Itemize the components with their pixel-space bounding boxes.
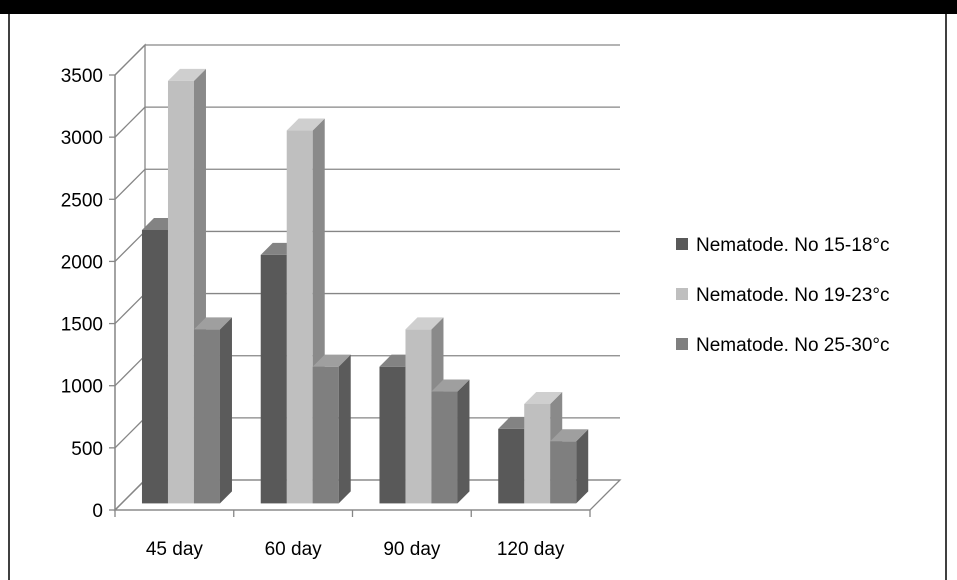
legend-swatch [676, 288, 688, 300]
bars [141, 68, 589, 504]
y-tick-label: 3000 [61, 128, 103, 149]
bar-front [405, 329, 432, 504]
top-border-bar [0, 0, 957, 14]
bar-front [312, 366, 339, 504]
x-axis-ticks: 45 day 60 day 90 day 120 day [146, 539, 565, 560]
bar-top [193, 317, 232, 330]
x-tick-label: 90 day [383, 539, 441, 560]
gridline-diagonal [114, 293, 146, 325]
bar-top [405, 317, 444, 330]
y-tick-label: 1500 [61, 315, 103, 336]
legend-label: Nematode. No 25-30°c [696, 335, 889, 356]
bar-top [167, 68, 206, 81]
y-axis-ticks: 0 500 1000 1500 2000 2500 3000 3500 [61, 66, 103, 522]
bar-top [286, 118, 325, 131]
axes [109, 74, 591, 517]
bar-front [286, 130, 313, 504]
gridline-diagonal [114, 230, 146, 262]
legend-swatch [676, 238, 688, 250]
bar-front [524, 403, 551, 504]
bar-front [550, 441, 577, 504]
legend-label: Nematode. No 19-23°c [696, 285, 889, 306]
bar-top [431, 379, 470, 392]
legend-label: Nematode. No 15-18°c [696, 235, 889, 256]
legend: Nematode. No 15-18°c Nematode. No 19-23°c… [676, 235, 889, 356]
gridline-diagonal [114, 355, 146, 387]
bar-front [260, 254, 287, 504]
y-tick-label: 0 [92, 501, 103, 522]
bar-side [457, 379, 470, 504]
bar-top [312, 354, 351, 367]
bar-top [550, 429, 589, 442]
bar-front [141, 229, 168, 504]
bar-front [431, 391, 458, 504]
bar-front [167, 80, 194, 504]
gridline-diagonal [114, 479, 146, 511]
gridline-diagonal [114, 106, 146, 138]
x-tick-label: 45 day [146, 539, 204, 560]
x-tick-label: 60 day [265, 539, 323, 560]
y-tick-label: 500 [71, 439, 103, 460]
y-tick-label: 2500 [61, 190, 103, 211]
legend-swatch [676, 338, 688, 350]
bar-front [193, 329, 220, 504]
y-tick-label: 2000 [61, 252, 103, 273]
x-tick-label: 120 day [497, 539, 565, 560]
gridline-diagonal [114, 44, 146, 76]
bar-front [379, 366, 406, 504]
bar-side [338, 354, 351, 504]
bar-side [576, 429, 589, 504]
gridline-diagonal [114, 417, 146, 449]
side-wall [114, 43, 146, 512]
bar-side [219, 317, 232, 504]
y-tick-label: 3500 [61, 66, 103, 87]
bar-top [524, 391, 563, 404]
bar-front [498, 428, 525, 504]
y-tick-label: 1000 [61, 377, 103, 398]
gridline-diagonal [114, 168, 146, 200]
